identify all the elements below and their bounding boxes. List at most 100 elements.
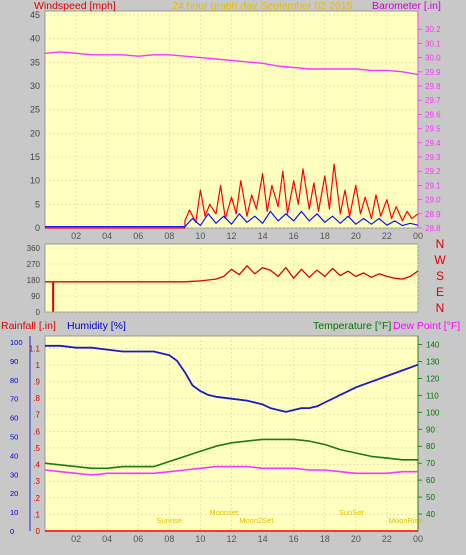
x-tick-label: 04: [102, 231, 112, 241]
barometer-tick-label: 29.7: [425, 96, 441, 105]
barometer-tick-label: 29.5: [425, 125, 441, 134]
graph-title: 24 hour graph day September 02 2015: [172, 0, 353, 12]
windspeed-label: Windspeed [mph]: [34, 0, 116, 12]
humidity-tick-label: 20: [10, 489, 18, 498]
temperature-tick-label: 80: [426, 442, 435, 451]
temperature-tick-label: 50: [426, 493, 435, 502]
x-tick-label: 22: [382, 231, 392, 241]
x-tick-label: 14: [258, 534, 268, 544]
x-tick-label: 00: [413, 231, 423, 241]
humidity-series-line: [45, 344, 419, 413]
temperature-tick-label: 110: [426, 391, 439, 400]
temperature-tick-label: 60: [426, 476, 435, 485]
x-tick-label: 18: [320, 231, 330, 241]
rainfall-label: Rainfall [.in]: [1, 320, 56, 332]
x-tick-label: 08: [164, 534, 174, 544]
windspeed-tick-label: 20: [30, 128, 40, 138]
humidity-tick-label: 80: [10, 376, 18, 385]
astro-annotation-label: MoonRise: [389, 516, 423, 525]
temperature-tick-label: 70: [426, 459, 435, 468]
windspeed-tick-label: 25: [30, 105, 40, 115]
x-tick-label: 02: [71, 231, 81, 241]
windspeed-tick-label: 35: [30, 57, 40, 67]
wind-dir-tick-label: 180: [27, 276, 41, 285]
wind-direction-series-line: [45, 265, 419, 312]
x-tick-label: 04: [102, 534, 112, 544]
wind-dir-tick-label: 360: [27, 244, 41, 253]
x-tick-label: 12: [226, 534, 236, 544]
barometer-tick-label: 29.3: [425, 153, 441, 162]
rainfall-tick-label: .5: [33, 444, 40, 453]
astro-annotation-label: Moon2Set: [239, 516, 274, 525]
rainfall-tick-label: .6: [33, 427, 40, 436]
rainfall-tick-label: 1.1: [29, 344, 41, 353]
humidity-tick-label: 30: [10, 470, 18, 479]
x-tick-label: 02: [71, 534, 81, 544]
temperature-tick-label: 40: [426, 510, 435, 519]
rainfall-tick-label: 0: [36, 527, 41, 536]
x-tick-label: 06: [133, 534, 143, 544]
barometer-label: Barometer [.in]: [372, 0, 441, 12]
wind-dir-compass-label: E: [436, 285, 444, 299]
windspeed-tick-label: 10: [30, 176, 40, 186]
temperature-series-line: [44, 438, 418, 470]
x-tick-label: 20: [351, 534, 361, 544]
astro-annotation-label: Sunrise: [157, 516, 182, 525]
windspeed-tick-label: 0: [35, 223, 40, 233]
rainfall-tick-label: .3: [33, 477, 40, 486]
temperature-tick-label: 130: [426, 357, 440, 366]
x-tick-label: 06: [133, 231, 143, 241]
x-tick-label: 00: [413, 534, 423, 544]
temperature-tick-label: 90: [426, 425, 435, 434]
x-tick-label: 20: [351, 231, 361, 241]
barometer-tick-label: 29.4: [425, 139, 441, 148]
rainfall-tick-label: .7: [33, 411, 40, 420]
rainfall-tick-label: .8: [33, 394, 40, 403]
x-tick-label: 14: [258, 231, 268, 241]
x-tick-label: 08: [164, 231, 174, 241]
humidity-tick-label: 40: [10, 451, 18, 460]
wind-dir-compass-label: S: [436, 269, 444, 283]
windspeed-tick-label: 5: [35, 199, 40, 209]
dewpoint-label: Dew Point [°F]: [393, 320, 460, 332]
humidity-tick-label: 50: [10, 433, 18, 442]
astro-annotation-label: SunSet: [339, 508, 365, 517]
barometer-series-line: [44, 51, 419, 76]
rainfall-tick-label: 1: [36, 361, 41, 370]
windspeed-tick-label: 15: [30, 152, 40, 162]
barometer-tick-label: 30.1: [425, 39, 441, 48]
astro-annotation-label: Moonset: [209, 508, 239, 517]
windspeed-series-line: [45, 163, 419, 229]
rainfall-tick-label: .1: [33, 510, 40, 519]
x-tick-label: 10: [195, 534, 205, 544]
barometer-tick-label: 29.0: [425, 196, 441, 205]
wind-dir-tick-label: 90: [31, 292, 40, 301]
wind-dir-compass-label: N: [436, 237, 445, 251]
x-tick-label: 12: [226, 231, 236, 241]
wind-dir-tick-label: 270: [27, 260, 41, 269]
barometer-tick-label: 29.1: [425, 181, 441, 190]
rainfall-tick-label: .9: [33, 378, 40, 387]
x-tick-label: 10: [195, 231, 205, 241]
humidity-tick-label: 10: [10, 508, 18, 517]
humidity-label: Humidity [%]: [67, 320, 126, 332]
temperature-tick-label: 140: [426, 340, 440, 349]
rainfall-tick-label: .2: [33, 494, 40, 503]
windspeed-tick-label: 30: [30, 81, 40, 91]
wind-dir-compass-label: W: [434, 253, 446, 267]
wind-dir-tick-label: 0: [36, 308, 41, 317]
barometer-tick-label: 29.8: [425, 82, 441, 91]
barometer-tick-label: 29.6: [425, 110, 441, 119]
windspeed-tick-label: 45: [30, 10, 40, 20]
barometer-tick-label: 29.2: [425, 167, 441, 176]
temperature-label: Temperature [°F]: [313, 320, 391, 332]
barometer-tick-label: 28.8: [425, 224, 441, 233]
humidity-tick-label: 100: [10, 338, 23, 347]
windspeed-tick-label: 40: [30, 34, 40, 44]
humidity-tick-label: 0: [10, 527, 14, 536]
barometer-tick-label: 30.2: [425, 25, 441, 34]
gust-series-line: [45, 210, 419, 228]
x-tick-label: 22: [382, 534, 392, 544]
x-tick-label: 16: [289, 534, 299, 544]
